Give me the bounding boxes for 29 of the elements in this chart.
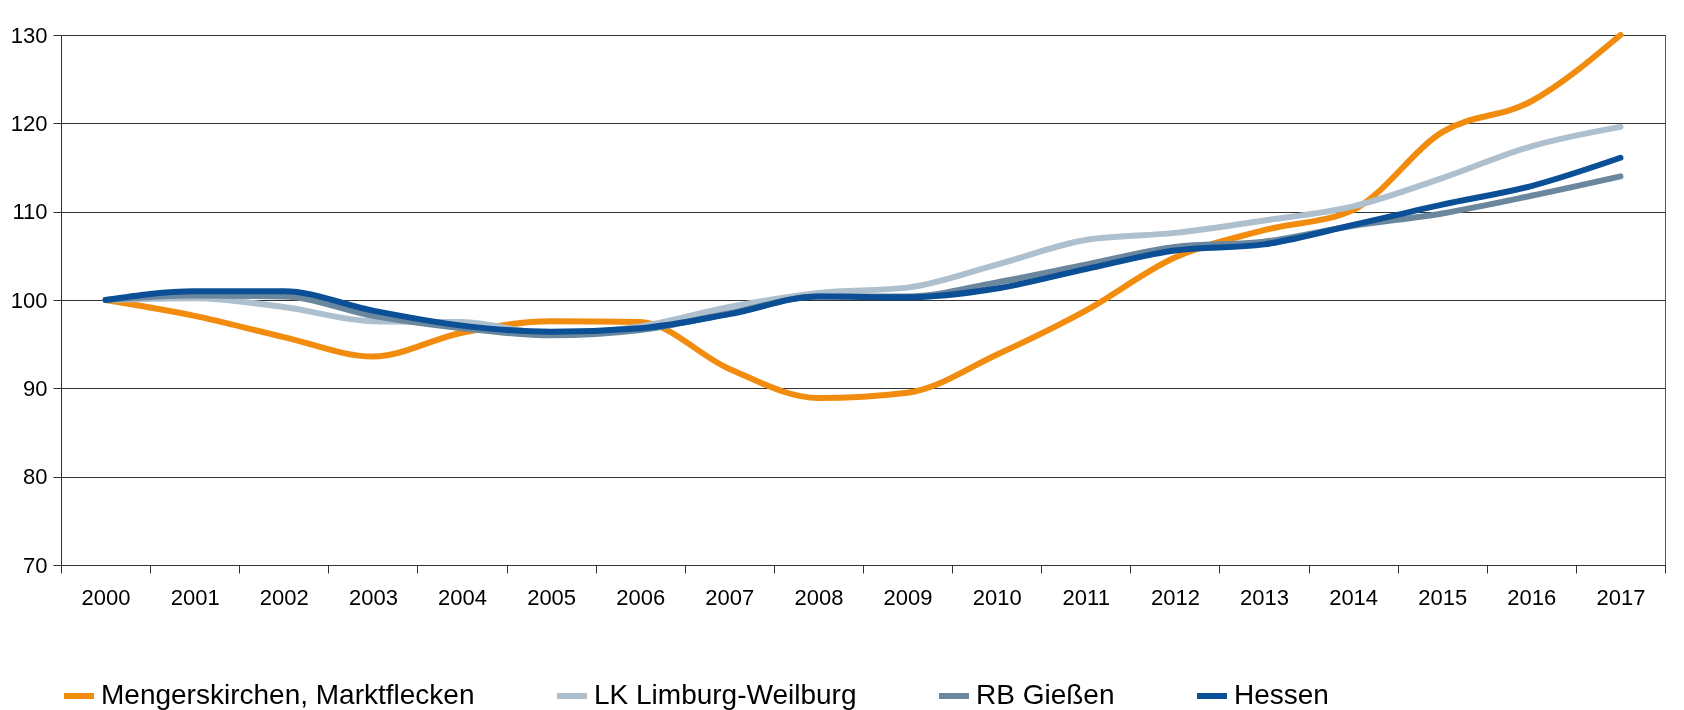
y-tick-label: 130 bbox=[10, 22, 48, 48]
x-tick-label: 2003 bbox=[348, 584, 398, 610]
x-tick-label: 2007 bbox=[705, 584, 755, 610]
x-tick-label: 2000 bbox=[81, 584, 131, 610]
x-tick-label: 2011 bbox=[1062, 584, 1110, 610]
x-tick-label: 2009 bbox=[883, 584, 933, 610]
legend-label: LK Limburg-Weilburg bbox=[594, 679, 857, 710]
y-tick-label: 110 bbox=[12, 199, 48, 225]
x-tick-label: 2015 bbox=[1418, 584, 1468, 610]
x-tick-label: 2001 bbox=[170, 584, 220, 610]
x-tick-label: 2008 bbox=[794, 584, 844, 610]
x-tick-label: 2017 bbox=[1596, 584, 1646, 610]
x-tick-label: 2005 bbox=[527, 584, 577, 610]
legend-label: Mengerskirchen, Marktflecken bbox=[101, 679, 475, 710]
x-tick-label: 2004 bbox=[438, 584, 487, 610]
x-tick-label: 2006 bbox=[616, 584, 666, 610]
legend-label: RB Gießen bbox=[976, 679, 1115, 710]
y-tick-label: 70 bbox=[23, 552, 48, 578]
y-tick-label: 100 bbox=[10, 287, 48, 313]
legend-label: Hessen bbox=[1234, 679, 1329, 710]
x-tick-label: 2010 bbox=[972, 584, 1022, 610]
x-tick-label: 2013 bbox=[1240, 584, 1289, 610]
x-tick-label: 2012 bbox=[1150, 584, 1200, 610]
x-tick-label: 2016 bbox=[1507, 584, 1557, 610]
y-tick-label: 80 bbox=[23, 464, 48, 490]
x-tick-label: 2002 bbox=[259, 584, 309, 610]
y-tick-label: 120 bbox=[10, 110, 48, 136]
x-tick-label: 2014 bbox=[1329, 584, 1379, 610]
y-tick-label: 90 bbox=[23, 375, 48, 401]
